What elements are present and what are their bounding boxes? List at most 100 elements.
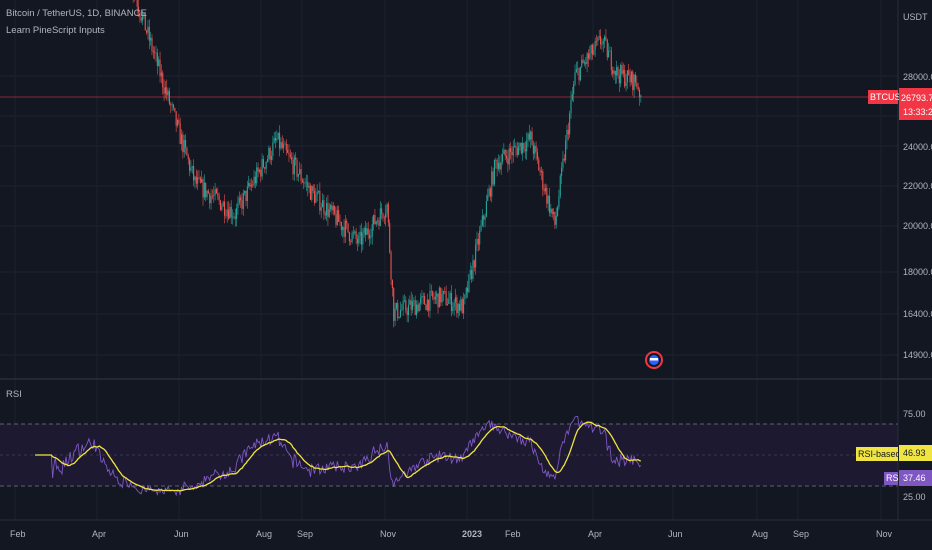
candle-body: [178, 120, 180, 124]
candle-body: [356, 239, 359, 244]
candle-body: [274, 137, 277, 141]
candle-body: [422, 295, 424, 297]
candle-body: [483, 215, 485, 220]
candle-body: [561, 167, 563, 176]
candle-body: [403, 300, 406, 302]
candle-body: [406, 310, 408, 316]
rsi-ma-tag: [856, 447, 898, 461]
candle-body: [223, 201, 226, 216]
candle-body: [156, 52, 158, 66]
time-tick: Jun: [668, 529, 683, 539]
candle-body: [185, 139, 187, 148]
candle-body: [467, 287, 469, 292]
candle-body: [454, 297, 457, 303]
candle-body: [136, 0, 138, 7]
candle-body: [346, 220, 348, 224]
rsi-value-tag: [899, 470, 932, 486]
candle-body: [369, 234, 371, 238]
candle-body: [252, 184, 254, 186]
candle-body: [367, 228, 369, 235]
candle-body: [429, 291, 431, 311]
candle-body: [160, 72, 162, 77]
candle-body: [219, 200, 222, 211]
candle-body: [236, 207, 238, 219]
indicator-title[interactable]: Learn PineScript Inputs: [6, 25, 105, 36]
rsi-ma-value-tag: [899, 445, 932, 461]
candle-body: [142, 15, 144, 21]
candle-body: [418, 303, 420, 312]
candle-body: [311, 186, 313, 200]
candle-body: [548, 195, 551, 213]
candle-body: [343, 226, 345, 237]
candle-body: [354, 231, 356, 233]
time-tick: Nov: [876, 529, 893, 539]
candle-body: [530, 131, 532, 140]
candle-body: [437, 293, 439, 308]
candle-body: [150, 37, 152, 41]
candle-body: [391, 279, 393, 289]
candle-body: [632, 71, 634, 91]
candle-body: [473, 260, 475, 268]
candle-body: [501, 154, 504, 162]
time-tick: Jun: [174, 529, 189, 539]
candle-body: [266, 158, 269, 162]
candle-body: [484, 216, 486, 220]
candle-body: [612, 70, 614, 74]
candle-body: [385, 213, 387, 219]
candle-body: [421, 295, 423, 299]
candle-body: [620, 65, 622, 84]
candle-body: [375, 221, 377, 225]
candle-body: [360, 231, 363, 245]
candle-body: [242, 193, 244, 209]
candle-body: [634, 74, 637, 83]
candle-body: [254, 176, 256, 184]
candle-body: [638, 89, 641, 98]
candle-body: [295, 157, 297, 161]
last-price-value: 26793.78: [901, 93, 932, 103]
candle-body: [630, 71, 632, 83]
candle-body: [428, 299, 430, 311]
candle-body: [309, 185, 312, 200]
candle-body: [364, 227, 367, 236]
candle-body: [523, 142, 525, 150]
rsi-pane-title[interactable]: RSI: [6, 389, 22, 400]
candle-body: [166, 87, 168, 96]
time-axis[interactable]: Feb Apr Jun Aug Sep Nov 2023 Feb Apr Jun…: [0, 519, 932, 539]
candle-body: [330, 205, 332, 210]
candle-body: [359, 231, 361, 236]
candle-body: [198, 177, 200, 179]
candle-body: [289, 154, 291, 158]
candle-body: [492, 171, 494, 185]
candle-body: [379, 208, 381, 226]
candle-body: [164, 87, 166, 94]
price-tick: 24000.00: [903, 142, 932, 152]
candle-body: [190, 167, 192, 171]
price-tick: 16400.00: [903, 309, 932, 319]
candle-body: [281, 142, 283, 148]
candle-body: [250, 184, 252, 187]
candle-body: [534, 145, 536, 154]
candle-body: [507, 158, 509, 165]
candle-body: [575, 69, 577, 73]
candle-body: [262, 159, 265, 168]
candle-body: [579, 66, 581, 81]
candle-body: [569, 113, 571, 135]
candle-body: [476, 239, 478, 245]
candle-body: [608, 50, 610, 58]
candle-body: [176, 120, 179, 126]
candle-body: [453, 302, 455, 308]
candle-body: [512, 146, 514, 156]
candle-body: [237, 202, 239, 208]
symbol-title[interactable]: Bitcoin / TetherUS, 1D, BINANCE: [6, 8, 147, 19]
candle-body: [557, 207, 559, 217]
candle-body: [351, 232, 353, 242]
candle-body: [394, 308, 396, 321]
candle-body: [246, 186, 248, 202]
price-axis[interactable]: USDT 28000.00 26000.00 24000.00 22000.00…: [856, 0, 932, 520]
candle-body: [417, 304, 419, 312]
candle-body: [202, 179, 204, 198]
candle-body: [552, 211, 555, 214]
candle-body: [210, 195, 212, 204]
event-marker-icon[interactable]: [645, 351, 663, 369]
